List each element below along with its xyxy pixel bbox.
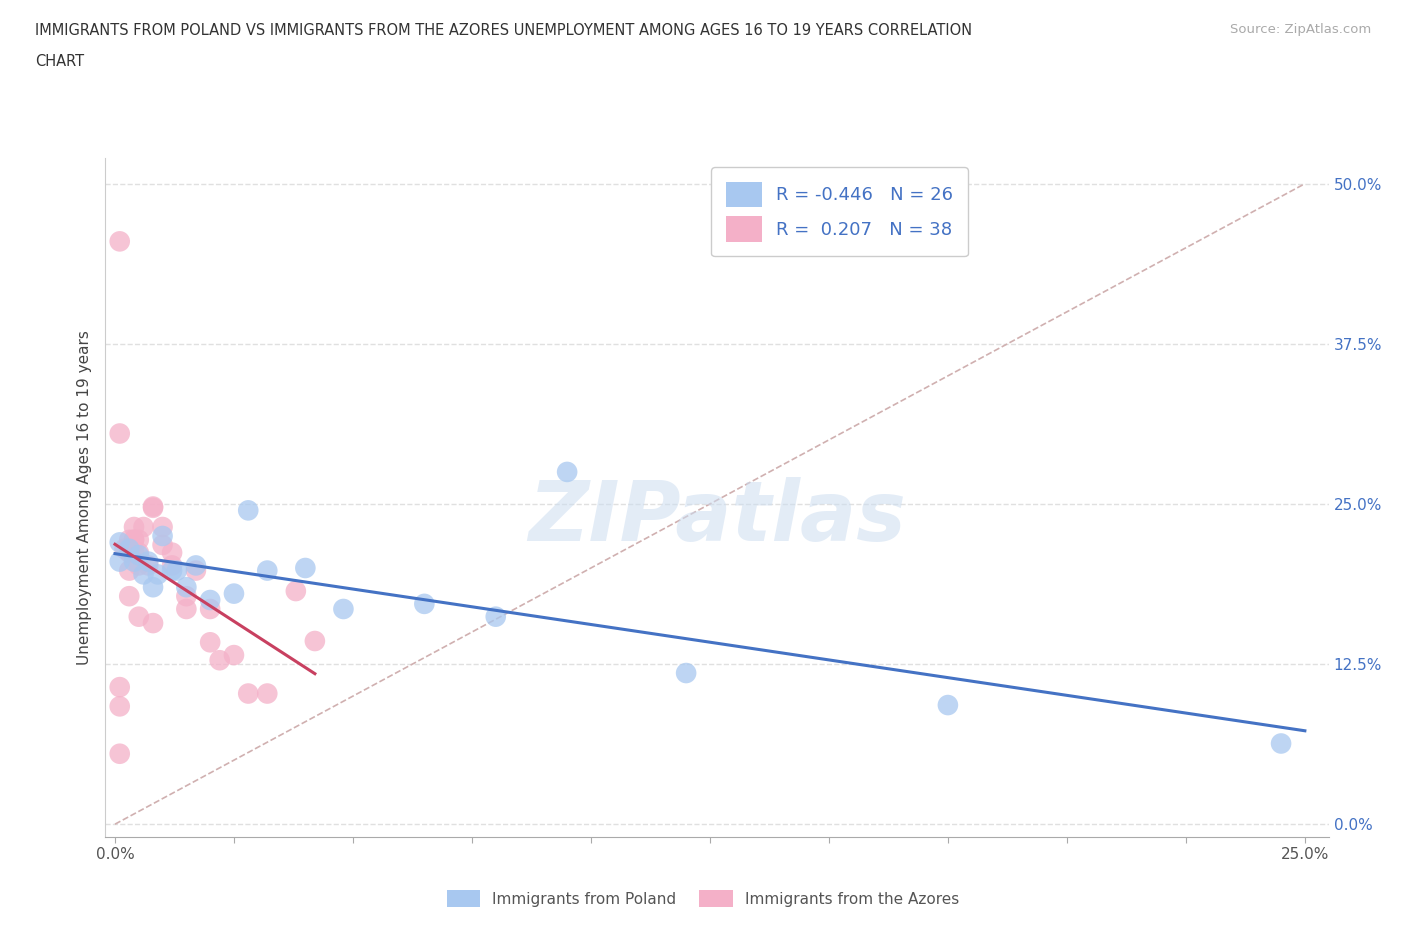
Text: CHART: CHART	[35, 54, 84, 69]
Point	[122, 520, 145, 535]
Point	[108, 234, 131, 249]
Point	[122, 532, 145, 547]
Point	[304, 633, 326, 648]
Point	[152, 528, 174, 543]
Point	[128, 545, 150, 560]
Y-axis label: Unemployment Among Ages 16 to 19 years: Unemployment Among Ages 16 to 19 years	[77, 330, 93, 665]
Point	[256, 564, 278, 578]
Point	[208, 653, 231, 668]
Point	[122, 554, 145, 569]
Legend: R = -0.446   N = 26, R =  0.207   N = 38: R = -0.446 N = 26, R = 0.207 N = 38	[711, 167, 967, 256]
Text: Source: ZipAtlas.com: Source: ZipAtlas.com	[1230, 23, 1371, 36]
Point	[198, 592, 221, 607]
Point	[184, 564, 207, 578]
Point	[160, 564, 183, 578]
Point	[152, 520, 174, 535]
Point	[485, 609, 508, 624]
Point	[114, 541, 136, 556]
Point	[198, 602, 221, 617]
Point	[555, 464, 578, 479]
Point	[160, 545, 183, 560]
Point	[413, 596, 436, 611]
Point	[108, 426, 131, 441]
Point	[176, 602, 198, 617]
Point	[128, 548, 150, 563]
Point	[108, 554, 131, 569]
Point	[142, 579, 165, 594]
Point	[118, 545, 141, 560]
Point	[122, 545, 145, 560]
Point	[132, 520, 155, 535]
Point	[132, 567, 155, 582]
Point	[152, 538, 174, 552]
Point	[136, 554, 159, 569]
Point	[222, 586, 245, 601]
Point	[118, 541, 141, 556]
Point	[184, 558, 207, 573]
Point	[128, 558, 150, 573]
Point	[238, 686, 260, 701]
Point	[166, 564, 188, 578]
Point	[142, 616, 165, 631]
Point	[136, 558, 159, 573]
Legend: Immigrants from Poland, Immigrants from the Azores: Immigrants from Poland, Immigrants from …	[440, 884, 966, 913]
Point	[142, 500, 165, 515]
Point	[108, 535, 131, 550]
Point	[118, 532, 141, 547]
Point	[128, 609, 150, 624]
Point	[142, 499, 165, 514]
Point	[118, 589, 141, 604]
Point	[108, 746, 131, 761]
Point	[108, 680, 131, 695]
Point	[256, 686, 278, 701]
Point	[160, 558, 183, 573]
Point	[936, 698, 959, 712]
Point	[122, 532, 145, 547]
Point	[118, 564, 141, 578]
Point	[1270, 736, 1292, 751]
Text: IMMIGRANTS FROM POLAND VS IMMIGRANTS FROM THE AZORES UNEMPLOYMENT AMONG AGES 16 : IMMIGRANTS FROM POLAND VS IMMIGRANTS FRO…	[35, 23, 973, 38]
Point	[128, 532, 150, 547]
Point	[284, 584, 307, 599]
Point	[294, 561, 316, 576]
Point	[222, 647, 245, 662]
Point	[176, 579, 198, 594]
Text: ZIPatlas: ZIPatlas	[529, 477, 905, 558]
Point	[238, 503, 260, 518]
Point	[198, 635, 221, 650]
Point	[108, 699, 131, 714]
Point	[146, 567, 169, 582]
Point	[176, 589, 198, 604]
Point	[332, 602, 354, 617]
Point	[675, 666, 697, 681]
